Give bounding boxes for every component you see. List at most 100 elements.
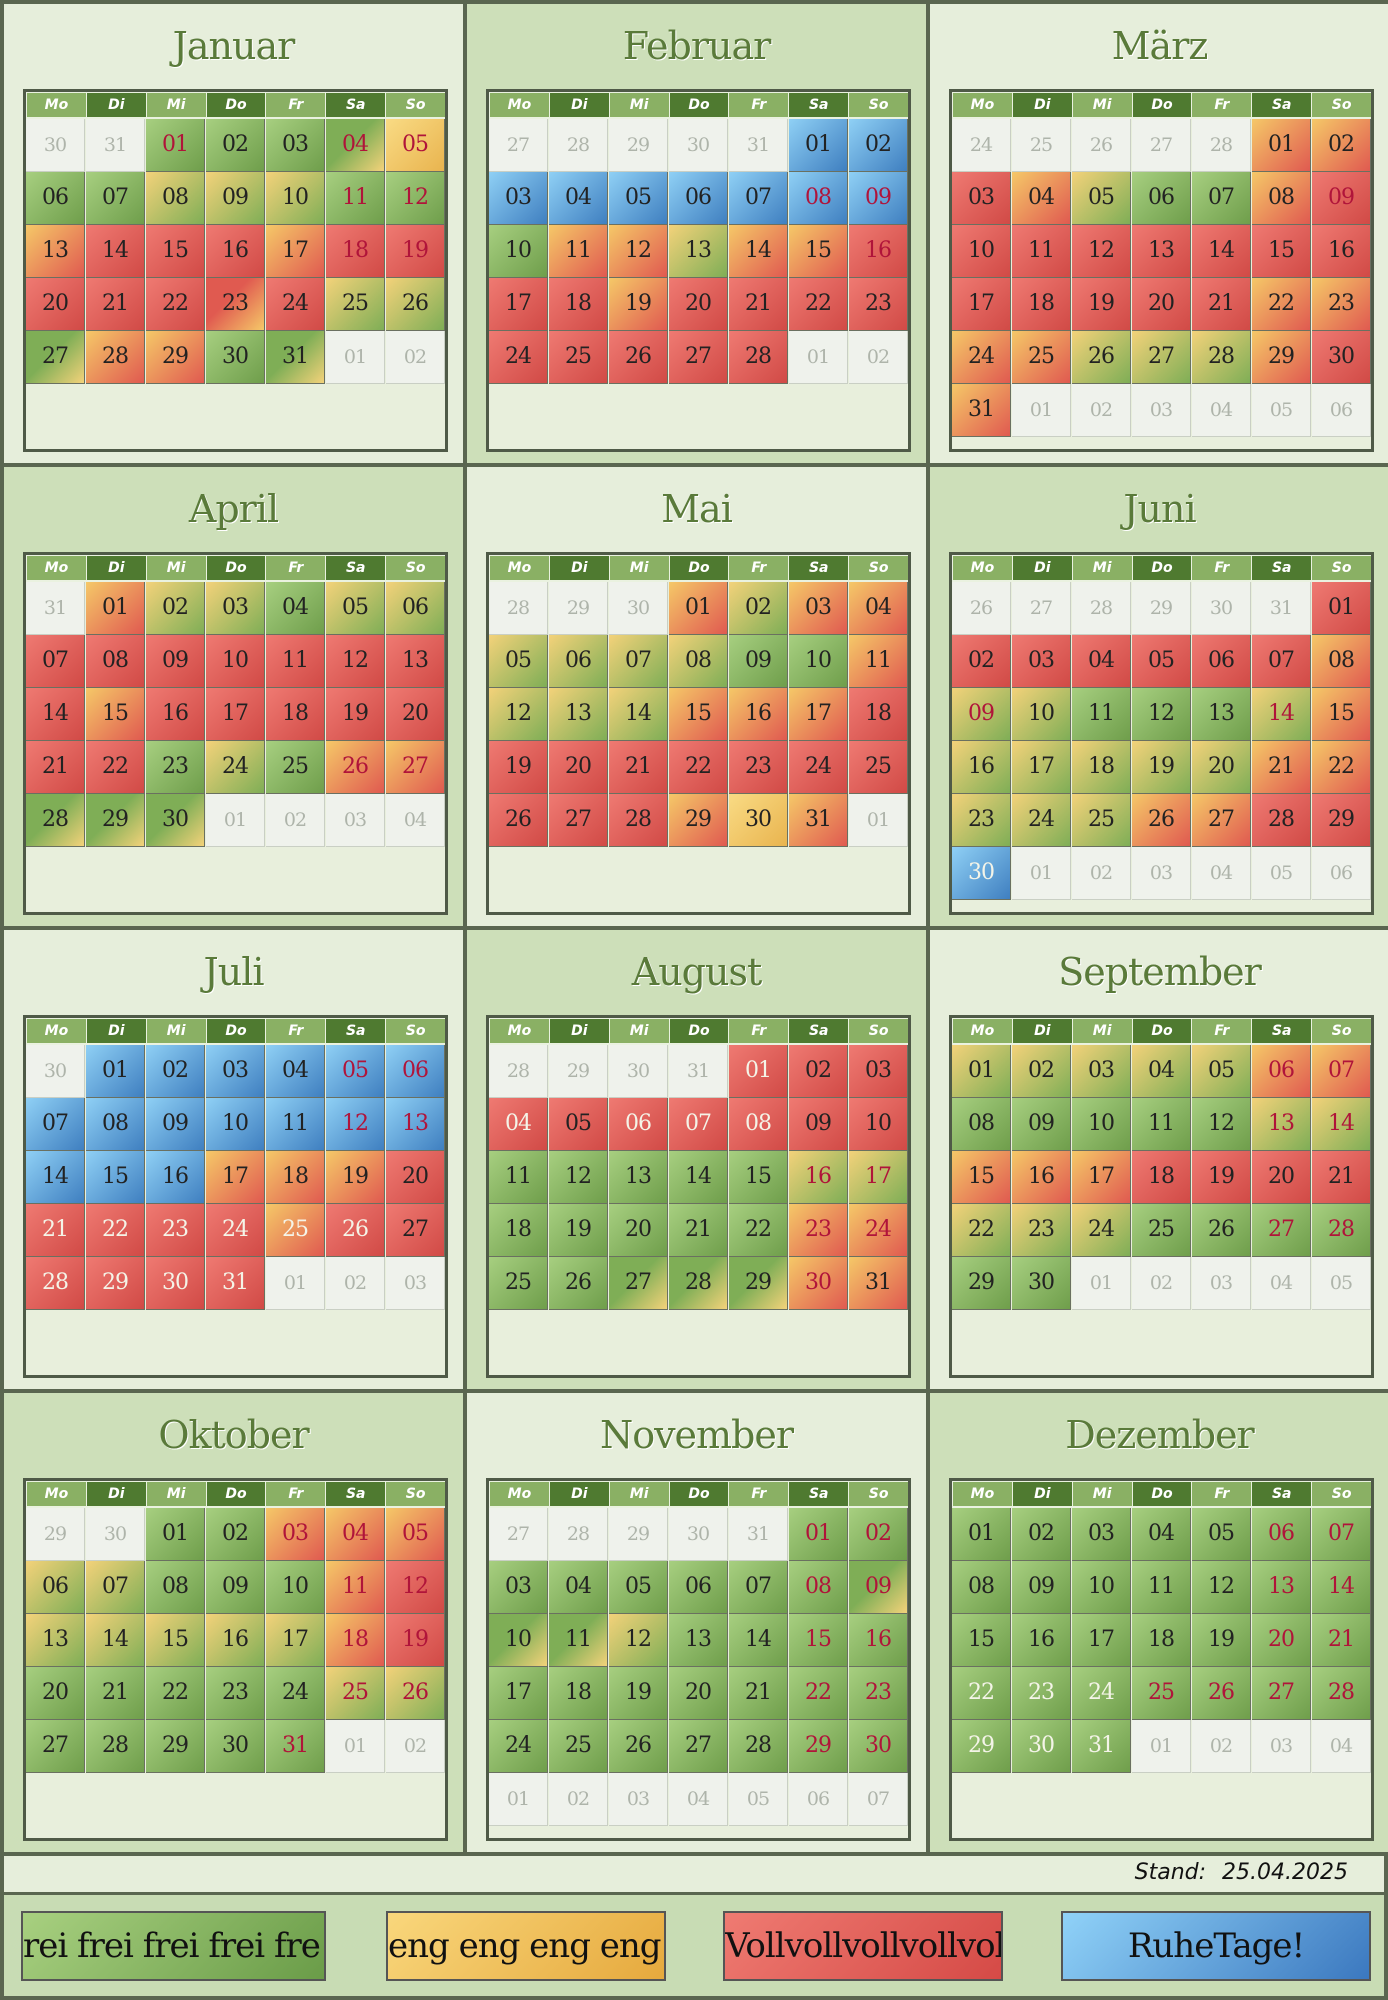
day-cell[interactable]: 06 [789, 1773, 848, 1826]
day-cell[interactable]: 30 [849, 1720, 908, 1773]
day-cell[interactable]: 13 [669, 225, 728, 278]
day-cell[interactable]: 04 [326, 1508, 385, 1561]
day-cell[interactable]: 13 [1252, 1561, 1311, 1614]
day-cell[interactable]: 09 [849, 1561, 908, 1614]
day-cell[interactable]: 17 [266, 1614, 325, 1667]
day-cell[interactable]: 25 [489, 1257, 548, 1310]
day-cell[interactable]: 31 [1252, 582, 1311, 635]
day-cell[interactable]: 17 [789, 688, 848, 741]
day-cell[interactable]: 16 [849, 225, 908, 278]
day-cell[interactable]: 29 [549, 1045, 608, 1098]
day-cell[interactable]: 21 [609, 741, 668, 794]
day-cell[interactable]: 27 [1252, 1667, 1311, 1720]
day-cell[interactable]: 02 [206, 119, 265, 172]
day-cell[interactable]: 03 [609, 1773, 668, 1826]
day-cell[interactable]: 16 [1312, 225, 1371, 278]
day-cell[interactable]: 11 [549, 225, 608, 278]
day-cell[interactable]: 03 [266, 119, 325, 172]
day-cell[interactable]: 04 [1312, 1720, 1371, 1773]
day-cell[interactable]: 05 [1312, 1257, 1371, 1310]
day-cell[interactable]: 02 [789, 1045, 848, 1098]
day-cell[interactable]: 24 [206, 1204, 265, 1257]
day-cell[interactable]: 12 [1132, 688, 1191, 741]
day-cell[interactable]: 04 [489, 1098, 548, 1151]
day-cell[interactable]: 06 [669, 172, 728, 225]
day-cell[interactable]: 06 [1132, 172, 1191, 225]
day-cell[interactable]: 04 [549, 1561, 608, 1614]
day-cell[interactable]: 30 [729, 794, 788, 847]
day-cell[interactable]: 28 [1312, 1204, 1371, 1257]
day-cell[interactable]: 06 [1312, 384, 1371, 437]
day-cell[interactable]: 05 [729, 1773, 788, 1826]
day-cell[interactable]: 09 [1012, 1098, 1071, 1151]
day-cell[interactable]: 12 [386, 172, 445, 225]
day-cell[interactable]: 13 [1252, 1098, 1311, 1151]
day-cell[interactable]: 21 [26, 741, 85, 794]
day-cell[interactable]: 22 [952, 1204, 1011, 1257]
day-cell[interactable]: 30 [206, 1720, 265, 1773]
day-cell[interactable]: 11 [1012, 225, 1071, 278]
day-cell[interactable]: 30 [206, 331, 265, 384]
day-cell[interactable]: 03 [789, 582, 848, 635]
day-cell[interactable]: 09 [849, 172, 908, 225]
day-cell[interactable]: 26 [609, 331, 668, 384]
day-cell[interactable]: 14 [26, 1151, 85, 1204]
day-cell[interactable]: 30 [86, 1508, 145, 1561]
day-cell[interactable]: 31 [26, 582, 85, 635]
day-cell[interactable]: 07 [669, 1098, 728, 1151]
day-cell[interactable]: 04 [849, 582, 908, 635]
day-cell[interactable]: 09 [952, 688, 1011, 741]
day-cell[interactable]: 28 [1192, 119, 1251, 172]
day-cell[interactable]: 13 [386, 635, 445, 688]
day-cell[interactable]: 19 [326, 688, 385, 741]
day-cell[interactable]: 07 [86, 172, 145, 225]
day-cell[interactable]: 01 [266, 1257, 325, 1310]
day-cell[interactable]: 11 [326, 172, 385, 225]
day-cell[interactable]: 14 [609, 688, 668, 741]
day-cell[interactable]: 04 [266, 582, 325, 635]
day-cell[interactable]: 10 [952, 225, 1011, 278]
day-cell[interactable]: 20 [669, 1667, 728, 1720]
day-cell[interactable]: 03 [326, 794, 385, 847]
day-cell[interactable]: 29 [952, 1257, 1011, 1310]
day-cell[interactable]: 30 [789, 1257, 848, 1310]
day-cell[interactable]: 30 [1312, 331, 1371, 384]
day-cell[interactable]: 23 [849, 1667, 908, 1720]
day-cell[interactable]: 08 [86, 635, 145, 688]
day-cell[interactable]: 31 [952, 384, 1011, 437]
day-cell[interactable]: 01 [729, 1045, 788, 1098]
day-cell[interactable]: 04 [386, 794, 445, 847]
day-cell[interactable]: 20 [609, 1204, 668, 1257]
day-cell[interactable]: 03 [1132, 384, 1191, 437]
day-cell[interactable]: 23 [146, 1204, 205, 1257]
day-cell[interactable]: 29 [789, 1720, 848, 1773]
day-cell[interactable]: 01 [86, 1045, 145, 1098]
day-cell[interactable]: 28 [549, 1508, 608, 1561]
day-cell[interactable]: 06 [1312, 847, 1371, 900]
day-cell[interactable]: 10 [489, 1614, 548, 1667]
day-cell[interactable]: 04 [549, 172, 608, 225]
day-cell[interactable]: 05 [489, 635, 548, 688]
day-cell[interactable]: 30 [1012, 1720, 1071, 1773]
day-cell[interactable]: 02 [1192, 1720, 1251, 1773]
day-cell[interactable]: 05 [609, 1561, 668, 1614]
day-cell[interactable]: 05 [326, 582, 385, 635]
day-cell[interactable]: 22 [146, 1667, 205, 1720]
day-cell[interactable]: 29 [86, 794, 145, 847]
day-cell[interactable]: 17 [952, 278, 1011, 331]
day-cell[interactable]: 02 [266, 794, 325, 847]
day-cell[interactable]: 13 [549, 688, 608, 741]
day-cell[interactable]: 06 [609, 1098, 668, 1151]
day-cell[interactable]: 17 [489, 278, 548, 331]
day-cell[interactable]: 16 [206, 1614, 265, 1667]
day-cell[interactable]: 13 [386, 1098, 445, 1151]
day-cell[interactable]: 04 [1072, 635, 1131, 688]
day-cell[interactable]: 30 [669, 1508, 728, 1561]
day-cell[interactable]: 24 [489, 1720, 548, 1773]
day-cell[interactable]: 27 [1252, 1204, 1311, 1257]
day-cell[interactable]: 31 [669, 1045, 728, 1098]
day-cell[interactable]: 30 [146, 794, 205, 847]
day-cell[interactable]: 24 [789, 741, 848, 794]
day-cell[interactable]: 02 [326, 1257, 385, 1310]
day-cell[interactable]: 28 [26, 794, 85, 847]
